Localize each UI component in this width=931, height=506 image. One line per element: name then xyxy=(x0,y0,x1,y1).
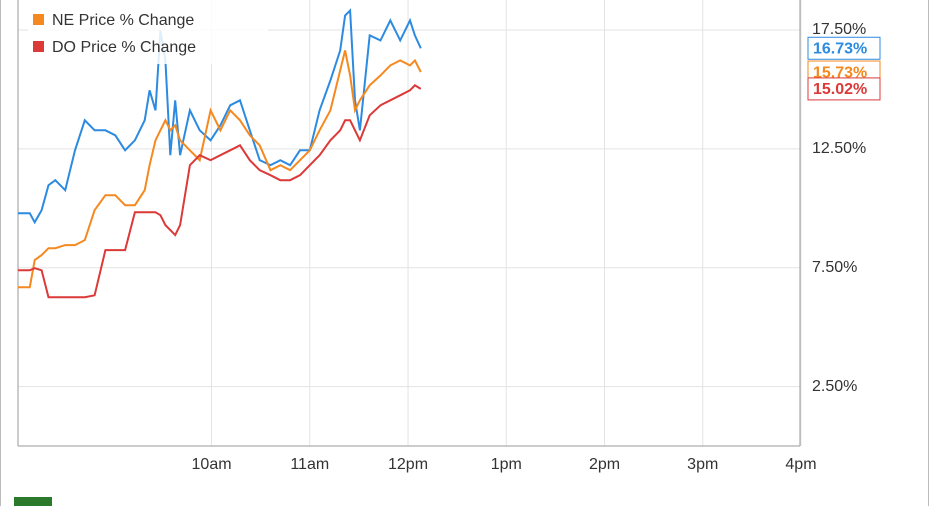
y-tick-label: 17.50% xyxy=(812,21,866,38)
end-label-box xyxy=(807,77,881,101)
x-tick-label: 3pm xyxy=(687,456,718,473)
x-tick-label: 12pm xyxy=(388,456,428,473)
x-tick-label: 1pm xyxy=(491,456,522,473)
series-line xyxy=(18,50,422,289)
end-label: 15.73% xyxy=(813,64,867,81)
legend-swatch xyxy=(33,14,44,25)
x-tick-label: 11am xyxy=(290,456,329,473)
series-line xyxy=(18,84,422,299)
end-label: 15.02% xyxy=(813,81,867,98)
end-label-box xyxy=(807,36,881,60)
legend-swatch xyxy=(33,41,44,52)
x-tick-label: 10am xyxy=(192,456,232,473)
series-line xyxy=(18,8,422,225)
legend: NE Price % Change DO Price % Change xyxy=(28,0,268,64)
y-tick-label: 12.50% xyxy=(812,140,866,157)
lines xyxy=(18,8,422,299)
legend-label: DO Price % Change xyxy=(52,39,196,56)
end-label: 16.73% xyxy=(813,40,867,57)
labels: 2.50% 7.50% 12.50% 17.50% 10am 11am 12pm 1pm 2pm… xyxy=(192,21,881,473)
legend-box xyxy=(28,0,268,64)
grid xyxy=(17,0,802,447)
y-tick-label: 2.50% xyxy=(812,378,857,395)
x-tick-label: 4pm xyxy=(785,456,816,473)
y-tick-label: 7.50% xyxy=(812,259,857,276)
legend-label: NE Price % Change xyxy=(52,12,194,29)
logo xyxy=(14,497,52,506)
x-tick-label: 2pm xyxy=(589,456,620,473)
